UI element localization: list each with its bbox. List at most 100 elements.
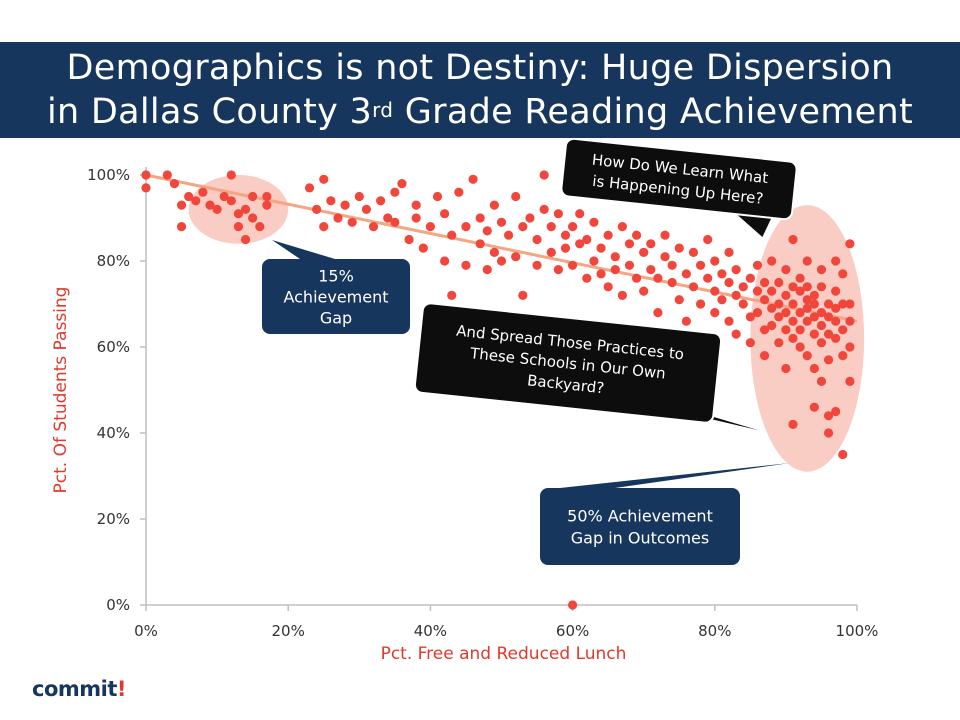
data-point: [333, 213, 343, 223]
data-point: [347, 217, 357, 227]
data-point: [838, 269, 848, 279]
data-point: [397, 179, 407, 189]
data-point: [255, 222, 265, 232]
data-point: [795, 308, 805, 318]
data-point: [468, 174, 478, 184]
title-line-2-end: Grade Reading Achievement: [393, 92, 914, 132]
y-axis-label: Pct. Of Students Passing: [51, 287, 71, 494]
data-point: [532, 260, 542, 270]
data-point: [831, 333, 841, 343]
data-point: [717, 269, 727, 279]
data-point: [724, 247, 734, 257]
data-point: [262, 191, 272, 202]
data-point: [582, 273, 592, 283]
data-point: [568, 222, 578, 232]
data-point: [340, 200, 350, 210]
data-point: [312, 204, 322, 214]
callout-rect: [262, 259, 410, 334]
data-point: [823, 299, 834, 309]
data-point: [681, 269, 691, 279]
data-point: [354, 191, 364, 202]
data-point: [703, 273, 713, 283]
data-point: [539, 170, 549, 180]
data-point: [823, 428, 834, 438]
data-point: [383, 213, 393, 223]
commit-logo: commit!: [32, 677, 126, 701]
data-point: [376, 196, 386, 206]
data-point: [802, 351, 812, 361]
data-point: [205, 200, 215, 210]
data-point: [368, 222, 379, 232]
data-point: [226, 196, 236, 206]
data-point: [511, 191, 521, 202]
slide-title: Demographics is not Destiny: Huge Disper…: [0, 42, 960, 138]
data-point: [823, 329, 834, 339]
data-point: [624, 239, 635, 249]
data-point: [831, 256, 841, 266]
data-point: [681, 316, 691, 326]
data-point: [809, 329, 819, 339]
data-point: [631, 273, 642, 283]
data-point: [319, 174, 329, 184]
x-tick-label: 80%: [698, 622, 731, 640]
x-tick-label: 100%: [836, 622, 879, 640]
data-point: [802, 295, 812, 305]
data-point: [219, 191, 229, 202]
data-point: [603, 282, 613, 292]
data-point: [788, 419, 798, 429]
x-tick-label: 40%: [414, 622, 447, 640]
data-point: [575, 209, 585, 219]
data-point: [781, 363, 791, 374]
data-point: [724, 316, 734, 326]
data-point: [326, 196, 336, 206]
data-point: [390, 187, 400, 197]
data-point: [795, 286, 805, 296]
data-point: [461, 222, 471, 232]
data-point: [482, 226, 492, 236]
data-point: [248, 191, 258, 202]
data-point: [823, 312, 834, 322]
y-tick-label: 80%: [97, 252, 130, 270]
callout-box-2: 50% Achievement Gap in Outcomes: [540, 463, 790, 565]
data-point: [781, 265, 791, 275]
title-ordinal-suffix: rd: [372, 98, 394, 122]
data-point: [752, 260, 763, 270]
data-point: [489, 200, 499, 210]
data-point: [184, 191, 194, 202]
data-point: [802, 256, 812, 266]
data-point: [361, 204, 372, 214]
callout-text-line: Gap in Outcomes: [571, 528, 709, 547]
data-point: [802, 282, 812, 292]
data-point: [738, 299, 748, 309]
data-point: [809, 312, 819, 322]
data-point: [759, 277, 770, 288]
title-line-1: Demographics is not Destiny: Huge Disper…: [66, 48, 894, 88]
logo-text: commit: [32, 677, 117, 701]
data-point: [240, 204, 251, 214]
data-point: [582, 234, 592, 245]
data-point: [610, 252, 620, 262]
data-point: [731, 265, 741, 275]
data-point: [759, 351, 770, 361]
data-point: [176, 200, 187, 210]
data-point: [831, 286, 841, 296]
data-point: [233, 209, 244, 219]
data-point: [809, 290, 819, 300]
data-point: [724, 277, 734, 288]
data-point: [688, 282, 699, 292]
data-point: [710, 308, 720, 318]
data-point: [816, 308, 827, 318]
data-point: [767, 256, 777, 266]
data-point: [745, 273, 755, 283]
data-point: [781, 290, 791, 300]
data-point: [568, 260, 578, 270]
highlight-ellipse-2: [750, 205, 865, 472]
data-point: [226, 170, 236, 180]
data-point: [809, 402, 819, 412]
data-point: [262, 200, 272, 210]
callout-text-line: Gap: [320, 308, 352, 327]
data-point: [660, 252, 670, 262]
data-point: [575, 239, 585, 249]
